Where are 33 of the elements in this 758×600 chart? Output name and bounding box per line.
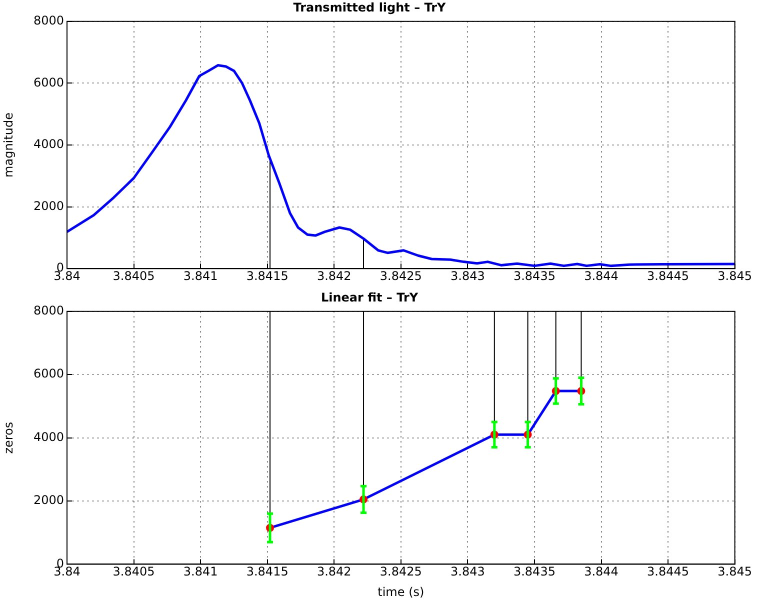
- y-tick-label: 6000: [33, 366, 64, 381]
- x-tick-label: 3.8445: [647, 564, 690, 579]
- y-tick-label: 8000: [33, 14, 64, 28]
- x-tick-label: 3.845: [718, 564, 752, 579]
- x-tick-label: 3.8425: [380, 564, 422, 579]
- x-tick-label: 3.844: [584, 564, 618, 579]
- x-tick-label: 3.843: [450, 268, 485, 283]
- x-tick-label: 3.8405: [112, 564, 155, 579]
- x-tick-label: 3.842: [316, 564, 352, 579]
- chart-title: Linear fit – TrY: [320, 290, 418, 304]
- x-tick-label: 3.844: [584, 268, 618, 283]
- x-tick-label: 3.841: [183, 564, 218, 579]
- x-tick-label: 3.8435: [513, 564, 556, 579]
- y-tick-label: 8000: [33, 304, 64, 318]
- y-axis-title: zeros: [1, 422, 16, 454]
- x-tick-label: 3.8405: [112, 268, 155, 283]
- y-axis-title: magnitude: [1, 112, 16, 178]
- x-tick-label: 3.845: [718, 268, 752, 283]
- x-tick-label: 3.8425: [380, 268, 422, 283]
- x-tick-label: 3.841: [183, 268, 218, 283]
- y-tick-label: 4000: [33, 430, 64, 444]
- x-axis-title: time (s): [378, 584, 424, 599]
- x-tick-label: 3.8435: [513, 268, 556, 283]
- chart-title: Transmitted light – TrY: [293, 0, 446, 14]
- y-tick-label: 2000: [33, 493, 64, 508]
- x-tick-label: 3.8415: [246, 564, 288, 579]
- y-tick-label: 2000: [33, 198, 64, 213]
- x-tick-label: 3.8445: [647, 268, 690, 283]
- y-tick-label: 6000: [33, 75, 64, 90]
- x-tick-label: 3.843: [450, 564, 485, 579]
- x-tick-label: 3.8415: [246, 268, 288, 283]
- y-tick-label: 4000: [33, 137, 64, 152]
- x-tick-label: 3.842: [316, 268, 352, 283]
